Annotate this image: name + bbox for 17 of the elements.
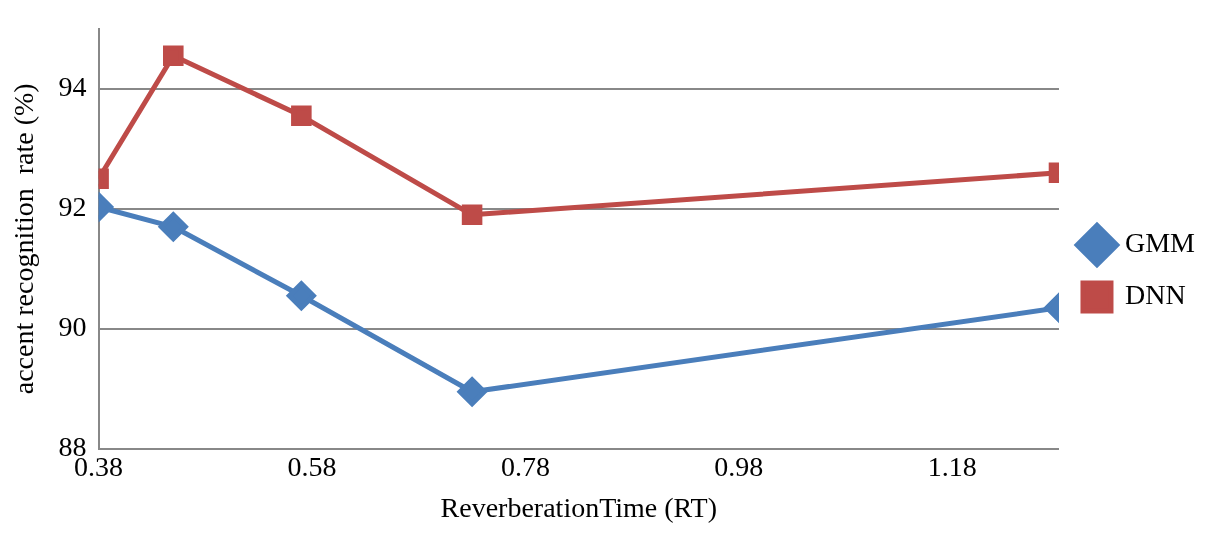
point — [286, 281, 316, 311]
x-tick-label: 0.58 — [287, 450, 337, 482]
x-tick-label: 0.78 — [500, 450, 550, 482]
point — [461, 204, 483, 226]
y-axis-title: accent recognition rate (%) — [8, 83, 40, 395]
legend-label: GMM — [1124, 227, 1196, 259]
point — [163, 45, 184, 67]
legend-label: DNN — [1124, 279, 1186, 311]
x-axis-title: ReverberationTime (RT) — [440, 491, 718, 523]
x-tick-label: 1.18 — [927, 450, 977, 482]
point — [291, 105, 312, 127]
y-tick-label: 90 — [58, 311, 87, 343]
y-tick-label: 92 — [58, 191, 87, 223]
y-tick-label: 94 — [58, 71, 87, 103]
point — [457, 377, 487, 407]
x-tick-label: 0.98 — [714, 450, 764, 482]
point — [158, 212, 188, 242]
